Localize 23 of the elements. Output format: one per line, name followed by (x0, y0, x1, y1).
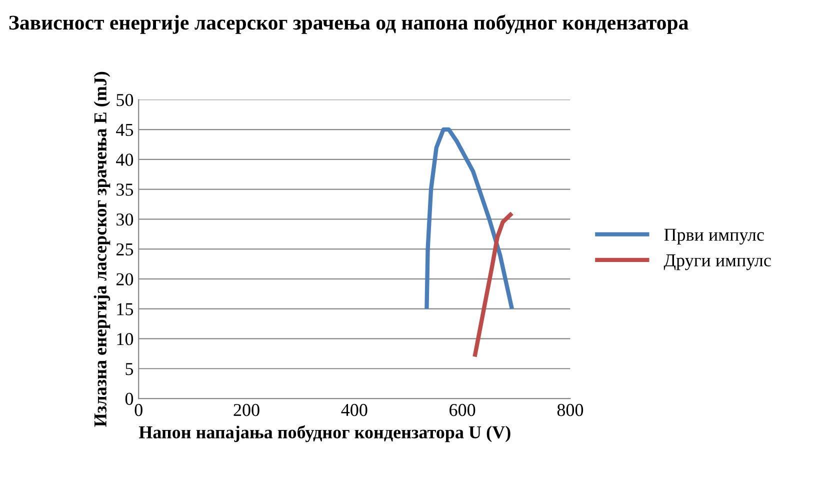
y-tick-label: 20 (116, 273, 134, 286)
y-tick-label: 45 (116, 124, 134, 136)
y-tick-label: 0 (125, 392, 134, 405)
y-tick-label: 35 (116, 184, 134, 196)
chart-title: Зависност енергије ласерског зрачења од напона побудног кондензатора (9, 14, 688, 34)
y-tick-label: 30 (116, 213, 134, 226)
line-series (472, 211, 514, 359)
y-tick-label: 15 (117, 303, 134, 316)
x-tick-label: 200 (234, 404, 260, 416)
line-series (424, 127, 514, 311)
x-tick-label: 400 (341, 404, 368, 416)
y-tick-label: 10 (117, 333, 134, 346)
x-axis-title: Напон напајања побудног кондензатора U (V) (138, 425, 510, 442)
legend-label: Први импулс (664, 228, 764, 245)
x-tick-label: 600 (450, 404, 476, 416)
x-tick-label: 800 (557, 404, 584, 416)
y-tick-label: 40 (116, 154, 134, 166)
y-tick-label: 50 (116, 94, 134, 106)
y-axis-title: Излазна енергија ласерског зрачења E (mJ) (94, 72, 110, 427)
y-tick-label: 25 (116, 243, 134, 256)
legend-label: Други импулс (664, 254, 771, 270)
x-tick-label: 0 (134, 404, 142, 416)
y-tick-label: 5 (126, 363, 134, 376)
